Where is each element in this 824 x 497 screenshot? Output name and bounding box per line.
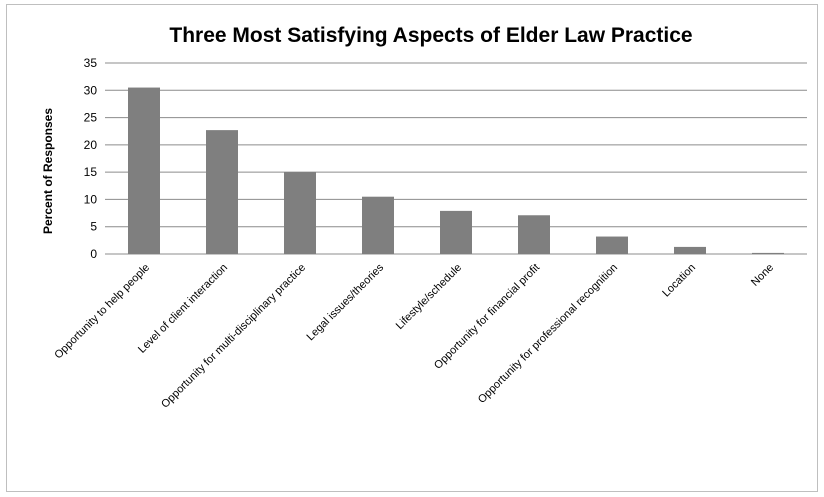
bar [284,172,316,254]
y-tick-labels: 0 5 10 15 20 25 30 35 [84,56,98,261]
category-label: Level of client interaction [136,262,230,356]
y-axis-label: Percent of Responses [41,108,55,234]
bar [128,87,160,254]
y-tick-label: 30 [84,83,98,97]
bar [518,215,550,254]
bar [206,130,238,254]
y-tick-label: 25 [84,111,98,125]
bar [596,236,628,254]
bar [674,246,706,254]
bars [128,87,784,254]
bar [752,252,784,254]
y-tick-label: 10 [84,192,98,206]
chart-title: Three Most Satisfying Aspects of Elder L… [169,24,692,47]
category-label: Location [660,262,698,300]
category-label: Opportunity for professional recognition [476,262,620,406]
y-tick-label: 5 [90,220,97,234]
bar [362,196,394,254]
category-label: None [749,262,776,289]
chart-frame: Three Most Satisfying Aspects of Elder L… [6,4,818,492]
y-tick-label: 15 [84,165,98,179]
bar-chart: Three Most Satisfying Aspects of Elder L… [41,24,807,411]
category-label: Opportunity for multi-disciplinary pract… [159,262,308,411]
bar [440,210,472,254]
y-tick-label: 35 [84,56,98,70]
y-tick-label: 20 [84,138,98,152]
category-label: Legal issues/theories [305,261,387,343]
y-tick-label: 0 [90,247,97,261]
category-label: Lifestyle/schedule [394,262,464,332]
